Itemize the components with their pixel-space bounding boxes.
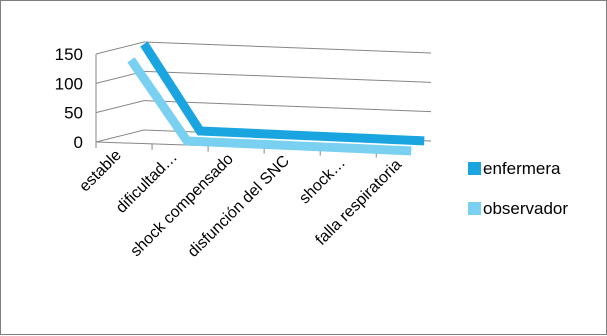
legend-label-observador: observador (483, 199, 568, 218)
legend-swatch-observador (468, 202, 481, 215)
legend-label-enfermera: enfermera (483, 159, 561, 178)
x-tick-label: disfunción del SNC (185, 153, 293, 261)
side-gridline (95, 100, 145, 114)
gridline (143, 41, 432, 54)
gridline (143, 70, 432, 83)
side-gridline (95, 129, 145, 143)
series-line-enfermera (140, 41, 425, 146)
x-tick-label: shock… (296, 154, 349, 207)
y-tick-label: 100 (55, 74, 83, 93)
legend-swatch-enfermera (468, 162, 481, 175)
y-tick-label: 0 (74, 133, 83, 152)
x-tick-label: estable (76, 147, 125, 196)
y-tick-label: 150 (55, 45, 83, 64)
gridline (143, 100, 432, 113)
series-line-observador (127, 57, 412, 156)
y-tick-label: 50 (64, 104, 83, 123)
x-tick-label: shock compensado (127, 151, 237, 261)
side-gridline (95, 41, 145, 55)
